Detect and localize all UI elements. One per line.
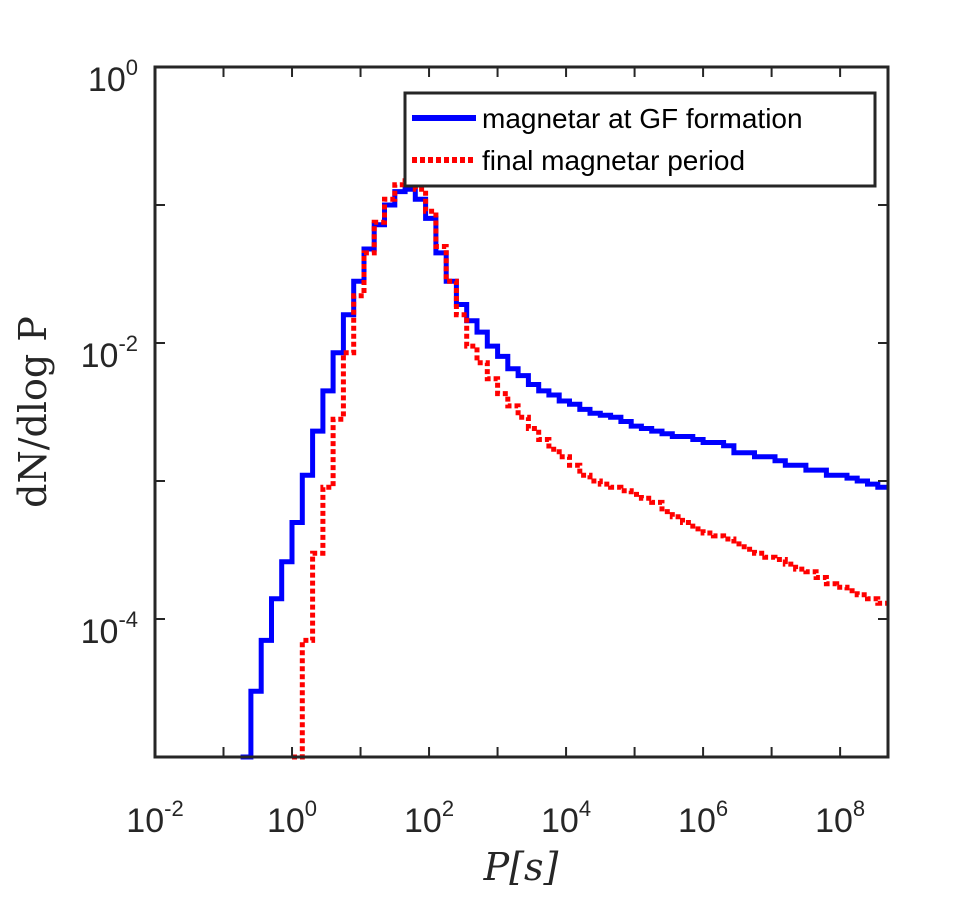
x-tick-label: 106 — [678, 796, 728, 840]
y-tick-label: 100 — [88, 55, 138, 99]
series-layer — [240, 178, 888, 760]
x-tick-labels: 10-2 100 102 104 106 108 — [126, 796, 865, 840]
x-tick-label: 102 — [404, 796, 454, 840]
x-tick-label: 108 — [815, 796, 865, 840]
x-tick-label: 10-2 — [126, 796, 183, 840]
series-1-line — [292, 178, 888, 760]
series-0-line — [240, 186, 888, 760]
y-tick-labels: 10-4 10-2 100 — [81, 55, 138, 651]
plot-frame — [153, 65, 890, 759]
y-tick-label: 10-2 — [81, 331, 138, 375]
legend-label-gf-formation: magnetar at GF formation — [482, 103, 803, 134]
x-axis-label: P[s] — [483, 845, 559, 889]
legend-label-final-period: final magnetar period — [482, 145, 745, 176]
ticks-layer — [154, 66, 888, 758]
legend: magnetar at GF formation final magnetar … — [403, 91, 877, 188]
legend-box — [403, 91, 877, 188]
x-tick-label: 100 — [267, 796, 317, 840]
y-axis-label: dN/dlog P — [11, 316, 55, 508]
y-tick-label: 10-4 — [81, 607, 138, 651]
x-tick-label: 104 — [541, 796, 591, 840]
